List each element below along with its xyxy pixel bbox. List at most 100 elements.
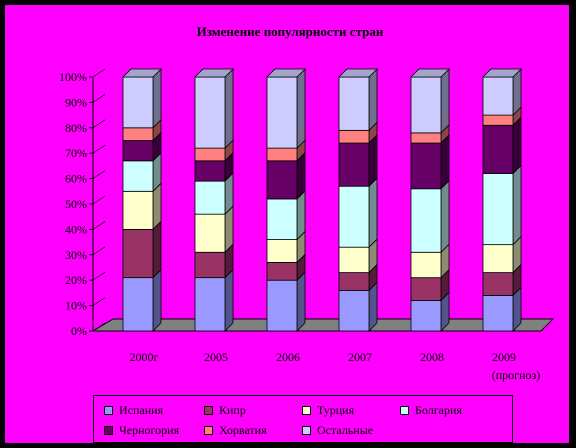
bar-front bbox=[194, 76, 226, 149]
y-tick-depth bbox=[92, 144, 106, 154]
bar-front bbox=[482, 244, 514, 273]
legend-item: Остальные bbox=[302, 422, 373, 438]
bar-segment bbox=[410, 291, 450, 332]
bar-front bbox=[122, 190, 154, 230]
bar-segment bbox=[194, 68, 234, 150]
x-tick-label: 2007 bbox=[348, 350, 372, 364]
y-tick-label: 100% bbox=[59, 70, 87, 84]
bar-front bbox=[266, 262, 298, 281]
bar-front bbox=[266, 239, 298, 263]
legend-item: Кипр bbox=[204, 402, 246, 418]
bar-segment bbox=[410, 68, 450, 134]
bar-front bbox=[410, 277, 442, 301]
bar-front bbox=[482, 114, 514, 126]
legend-label: Хорватия bbox=[219, 422, 267, 437]
bar-segment bbox=[482, 68, 522, 117]
y-tick-depth bbox=[92, 246, 106, 256]
bar-front bbox=[122, 160, 154, 192]
bar-segment bbox=[122, 68, 162, 129]
bar-top bbox=[266, 68, 306, 78]
bar-front bbox=[266, 198, 298, 240]
y-tick-label: 90% bbox=[65, 95, 87, 109]
bar-front bbox=[410, 188, 442, 253]
bar-front bbox=[482, 124, 514, 174]
bar-side bbox=[224, 68, 234, 150]
bar-side bbox=[368, 177, 378, 249]
bar-front bbox=[122, 76, 154, 129]
bar-front bbox=[410, 132, 442, 144]
bar-front bbox=[338, 129, 370, 144]
legend-item: Болгария bbox=[400, 402, 462, 418]
bar-segment bbox=[266, 139, 306, 162]
legend-label: Кипр bbox=[219, 402, 246, 417]
bar-top bbox=[194, 68, 234, 78]
y-tick-depth bbox=[92, 119, 106, 129]
y-tick-label: 70% bbox=[65, 146, 87, 160]
bar-side bbox=[368, 134, 378, 188]
bar-front bbox=[194, 180, 226, 215]
bar-front bbox=[482, 295, 514, 332]
bar-front bbox=[338, 246, 370, 273]
bar-segment bbox=[122, 151, 162, 193]
y-tick-label: 30% bbox=[65, 248, 87, 262]
bar-segment bbox=[338, 121, 378, 145]
bar-side bbox=[440, 134, 450, 190]
legend-item: Черногория bbox=[104, 422, 179, 438]
x-tick-label: (прогноз) bbox=[492, 368, 541, 382]
bar-front bbox=[338, 76, 370, 131]
bar-segment bbox=[338, 177, 378, 249]
y-tick-label: 0% bbox=[71, 324, 87, 338]
y-tick-label: 10% bbox=[65, 299, 87, 313]
bar-top bbox=[482, 68, 522, 78]
bar-top bbox=[122, 68, 162, 78]
legend-swatch bbox=[104, 405, 113, 415]
bar-front bbox=[338, 272, 370, 291]
legend-item: Хорватия bbox=[204, 422, 267, 438]
bar-side bbox=[152, 268, 162, 332]
bar-segment bbox=[194, 151, 234, 183]
y-tick-depth bbox=[92, 195, 106, 205]
bar-front bbox=[194, 277, 226, 332]
bar-front bbox=[338, 289, 370, 332]
y-tick-depth bbox=[92, 322, 106, 332]
legend-swatch bbox=[302, 425, 311, 435]
bar-side bbox=[368, 68, 378, 132]
bar-side bbox=[152, 68, 162, 129]
bar-side bbox=[296, 68, 306, 150]
bar-front bbox=[410, 251, 442, 279]
bar-side bbox=[512, 164, 522, 246]
bar-side bbox=[152, 220, 162, 279]
bar-segment bbox=[266, 271, 306, 332]
legend-swatch bbox=[204, 425, 213, 435]
bar-segment bbox=[482, 286, 522, 332]
bar-front bbox=[266, 160, 298, 200]
bar-segment bbox=[410, 134, 450, 190]
bar-segment bbox=[266, 230, 306, 264]
bar-front bbox=[338, 142, 370, 187]
bar-front bbox=[410, 142, 442, 190]
x-tick-label: 2000г bbox=[130, 350, 159, 364]
legend-label: Испания bbox=[119, 402, 164, 417]
y-tick-depth bbox=[92, 94, 106, 103]
bar-segment bbox=[410, 268, 450, 302]
legend-label: Остальные bbox=[317, 422, 374, 437]
bar-front bbox=[194, 160, 226, 182]
y-tick-depth bbox=[92, 221, 106, 230]
legend-label: Турция bbox=[317, 402, 355, 417]
bar-front bbox=[122, 228, 154, 279]
bar-front bbox=[410, 76, 442, 134]
bar-segment bbox=[194, 139, 234, 162]
bar-segment bbox=[266, 151, 306, 200]
bar-segment bbox=[482, 116, 522, 175]
bar-segment bbox=[338, 68, 378, 132]
legend-label: Черногория bbox=[119, 422, 180, 437]
x-tick-label: 2005 bbox=[204, 350, 228, 364]
y-tick-label: 20% bbox=[65, 273, 87, 287]
y-tick-depth bbox=[92, 68, 106, 78]
bar-segment bbox=[194, 205, 234, 254]
y-tick-label: 80% bbox=[65, 121, 87, 135]
y-tick-depth bbox=[92, 297, 106, 306]
bar-segment bbox=[194, 243, 234, 279]
bar-front bbox=[266, 147, 298, 162]
bar-front bbox=[482, 76, 514, 116]
